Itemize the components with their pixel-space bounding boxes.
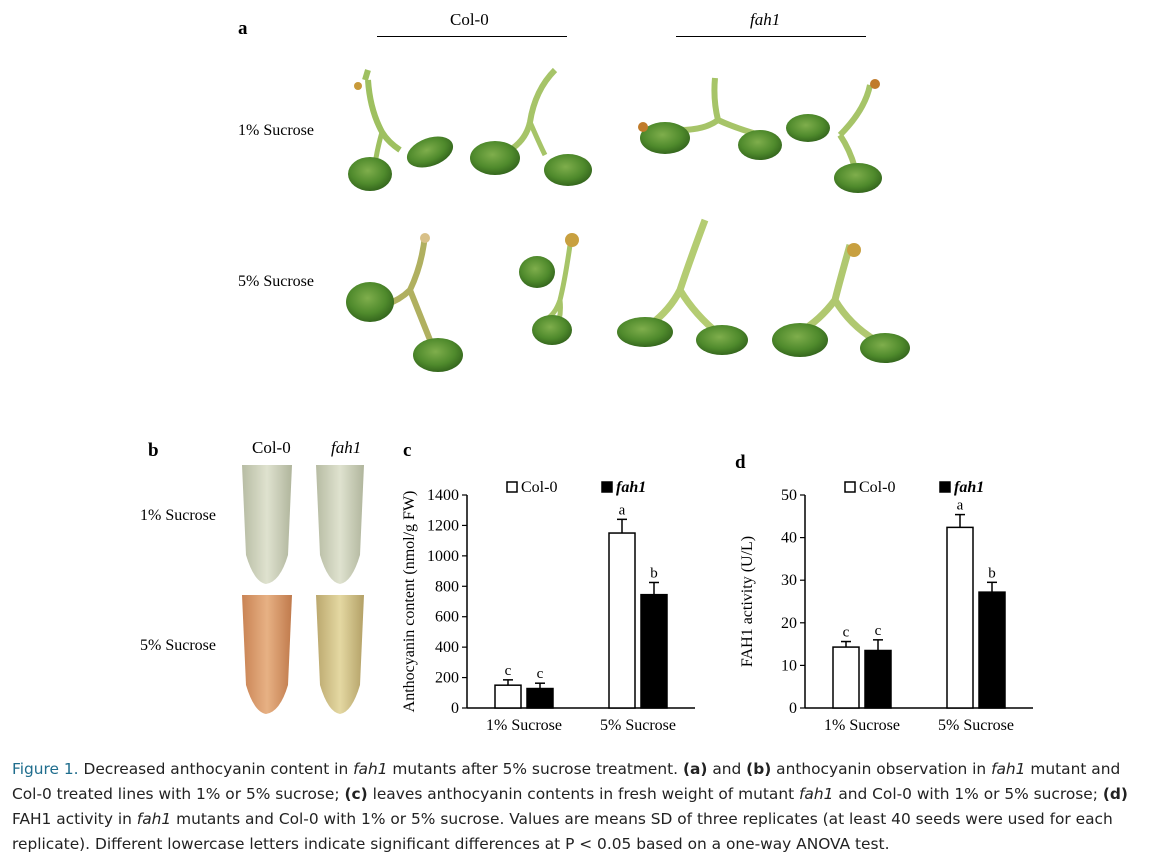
panel-b-row1-label: 1% Sucrose xyxy=(140,507,216,524)
tube-photographs xyxy=(242,465,364,714)
legend-label-fah1: fah1 xyxy=(616,479,646,496)
x-tick-label: 5% Sucrose xyxy=(600,717,676,734)
legend-label-col-0: Col-0 xyxy=(859,479,895,496)
panel-a-col0-label: Col-0 xyxy=(450,10,489,29)
y-tick-label: 0 xyxy=(451,700,459,717)
legend-swatch-fah1 xyxy=(939,481,951,493)
seedling-fah1-5pct-b xyxy=(772,243,910,363)
panel-a-letter: a xyxy=(238,18,248,39)
bar-col-0-1 xyxy=(946,526,974,709)
legend-swatch-col-0 xyxy=(506,481,518,493)
y-tick-label: 400 xyxy=(435,639,459,656)
y-tick-label: 200 xyxy=(435,670,459,687)
y-tick-label: 800 xyxy=(435,578,459,595)
significance-letter: c xyxy=(843,625,850,641)
bar-fah1-0 xyxy=(526,687,554,709)
panel-b-row2-label: 5% Sucrose xyxy=(140,637,216,654)
y-axis-label: FAH1 activity (U/L) xyxy=(739,536,756,667)
significance-letter: b xyxy=(988,565,996,581)
y-tick-label: 10 xyxy=(781,657,797,674)
y-tick-label: 1000 xyxy=(427,548,459,565)
y-tick-label: 50 xyxy=(781,487,797,504)
legend-label-fah1: fah1 xyxy=(954,479,984,496)
seedling-fah1-5pct-a xyxy=(617,218,748,355)
panel-c-letter: c xyxy=(403,440,412,461)
seedling-col0-5pct-b xyxy=(519,233,579,345)
seedling-fah1-1pct-a xyxy=(638,77,782,160)
panel-a-fah1-label: fah1 xyxy=(750,10,781,29)
bar-col-0-0 xyxy=(832,646,860,709)
y-tick-label: 40 xyxy=(781,530,797,547)
y-tick-label: 0 xyxy=(789,700,797,717)
panel-b-letter: b xyxy=(148,440,159,461)
tube-col0-1pct xyxy=(242,465,292,584)
fah1-activity-chart: 0 10 20 30 40 50 FAH1 activity (U/L) 1% Sucrose… xyxy=(739,479,1033,734)
bar-fah1-1 xyxy=(640,593,668,709)
y-tick-label: 1400 xyxy=(427,487,459,504)
y-axis-label: Anthocyanin content (nmol/g FW) xyxy=(401,491,418,713)
tube-col0-5pct xyxy=(242,595,292,714)
y-tick-label: 600 xyxy=(435,609,459,626)
bar-col-0-1 xyxy=(608,532,636,709)
panel-d-letter: d xyxy=(735,452,746,473)
significance-letter: c xyxy=(537,666,544,682)
seedling-photographs xyxy=(346,67,910,372)
x-tick-label: 5% Sucrose xyxy=(938,717,1014,734)
bar-col-0-0 xyxy=(494,684,522,709)
y-tick-label: 30 xyxy=(781,572,797,589)
significance-letter: a xyxy=(957,498,964,514)
seedling-fah1-1pct-b xyxy=(786,79,882,193)
seedling-col0-1pct-b xyxy=(470,67,592,186)
anthocyanin-chart: 0 200 400 600 800 1000 1200 1400 Anthocyanin con… xyxy=(401,479,695,734)
caption-figure-label: Figure 1. xyxy=(12,760,79,778)
bar-fah1-0 xyxy=(864,649,892,709)
tube-fah1-1pct xyxy=(316,465,364,584)
panel-a-col0-underline xyxy=(377,36,567,37)
seedling-col0-1pct-a xyxy=(348,69,454,191)
significance-letter: a xyxy=(619,502,626,518)
bar-fah1-1 xyxy=(978,591,1006,709)
panel-a-fah1-underline xyxy=(676,36,866,37)
y-tick-label: 20 xyxy=(781,615,797,632)
legend-swatch-fah1 xyxy=(601,481,613,493)
seedling-col0-5pct-a xyxy=(346,233,463,372)
figure-caption: Figure 1. Decreased anthocyanin content … xyxy=(12,760,1128,853)
significance-letter: c xyxy=(505,663,512,679)
legend-label-col-0: Col-0 xyxy=(521,479,557,496)
panel-b-fah1-label: fah1 xyxy=(331,438,362,457)
panel-a-row2-label: 5% Sucrose xyxy=(238,273,314,290)
significance-letter: b xyxy=(650,565,658,581)
panel-a-row1-label: 1% Sucrose xyxy=(238,122,314,139)
significance-letter: c xyxy=(875,623,882,639)
panel-b-col0-label: Col-0 xyxy=(252,438,291,457)
y-tick-label: 1200 xyxy=(427,517,459,534)
legend-swatch-col-0 xyxy=(844,481,856,493)
x-tick-label: 1% Sucrose xyxy=(486,717,562,734)
tube-fah1-5pct xyxy=(316,595,364,714)
x-tick-label: 1% Sucrose xyxy=(824,717,900,734)
